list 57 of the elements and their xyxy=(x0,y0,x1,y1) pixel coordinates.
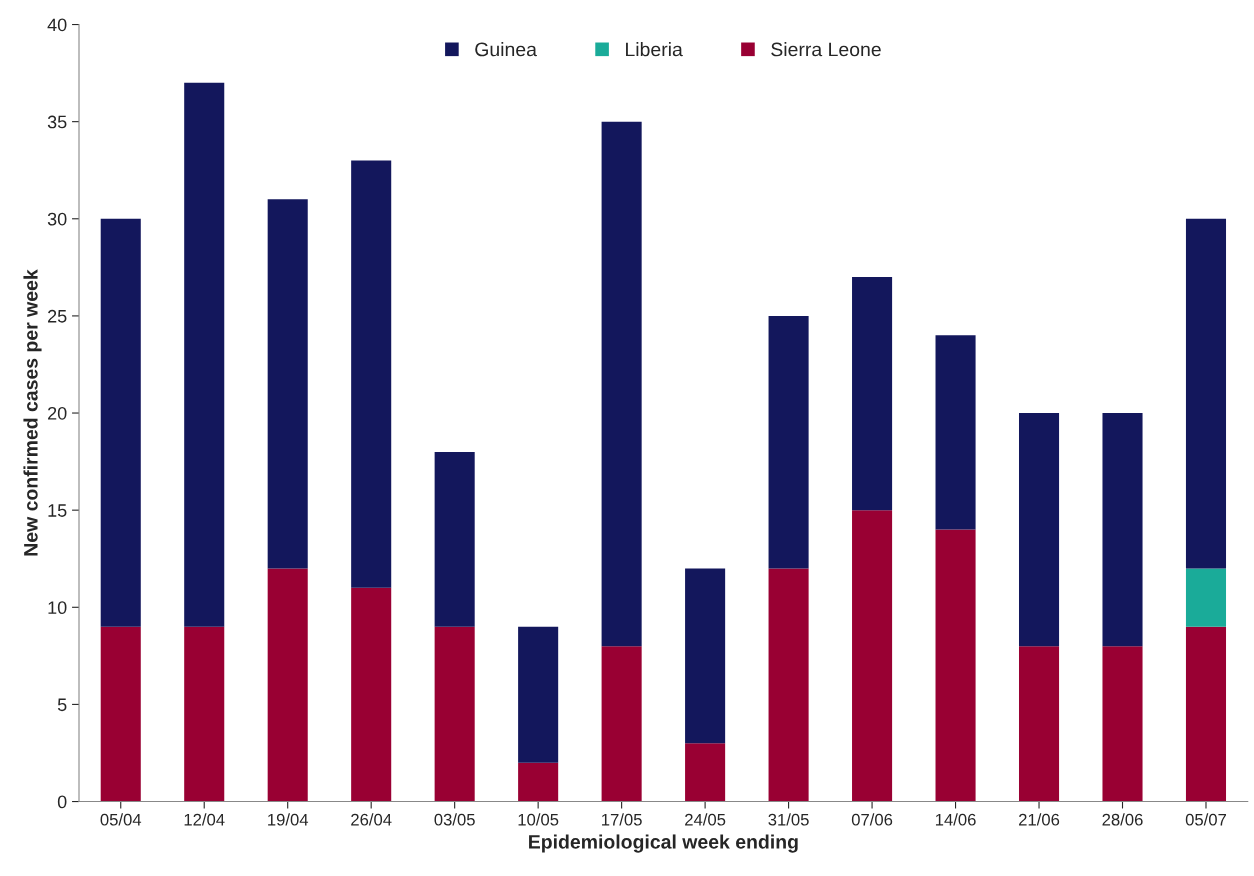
bar xyxy=(685,743,726,802)
bar xyxy=(1185,218,1227,569)
y-axis-title: New confirmed cases per week xyxy=(23,269,42,556)
x-tick-label: 12/04 xyxy=(184,813,225,826)
x-axis-title: Epidemiological week ending xyxy=(529,834,798,853)
bar xyxy=(768,315,809,569)
bar xyxy=(434,626,475,802)
y-tick-label: 15 xyxy=(48,504,67,517)
bar xyxy=(852,277,893,511)
x-tick-label: 21/06 xyxy=(1019,813,1060,826)
y-tick-label: 35 xyxy=(47,115,67,129)
bar xyxy=(1185,568,1227,627)
y-tick-label: 0 xyxy=(57,795,67,809)
bar xyxy=(267,199,308,569)
y-tick-label: 10 xyxy=(48,601,67,615)
bar xyxy=(100,626,141,802)
y-tick-label: 20 xyxy=(48,406,67,420)
bar xyxy=(685,568,726,744)
x-tick-label: 24/05 xyxy=(685,813,726,826)
bar xyxy=(1018,646,1060,802)
bar xyxy=(1102,413,1143,647)
x-tick-label: 19/04 xyxy=(268,813,309,826)
bar xyxy=(267,568,308,802)
bar xyxy=(518,626,559,763)
y-tick-label: 25 xyxy=(48,309,67,323)
bar xyxy=(184,82,225,627)
legend-label: Sierra Leone xyxy=(771,42,881,57)
bar xyxy=(434,451,475,627)
bar xyxy=(852,510,893,802)
bar xyxy=(1185,626,1227,802)
x-tick-label: 17/05 xyxy=(602,813,642,826)
x-tick-label: 14/06 xyxy=(935,813,976,826)
bar xyxy=(601,646,642,802)
bar xyxy=(351,587,392,802)
y-tick-label: 30 xyxy=(47,212,67,226)
bar xyxy=(1018,413,1060,647)
legend-label: Guinea xyxy=(475,42,537,57)
bar xyxy=(351,160,392,588)
bar xyxy=(518,762,559,802)
bar xyxy=(1102,646,1143,802)
x-tick-label: 07/06 xyxy=(851,813,893,826)
x-tick-label: 05/07 xyxy=(1185,813,1227,826)
y-tick-label: 40 xyxy=(47,18,67,32)
x-tick-label: 28/06 xyxy=(1102,813,1143,826)
x-tick-label: 31/05 xyxy=(768,813,809,826)
x-tick-label: 03/05 xyxy=(434,813,475,826)
bar xyxy=(935,529,976,802)
x-tick-label: 10/05 xyxy=(518,813,559,826)
bar xyxy=(768,568,809,802)
y-tick-label: 5 xyxy=(57,698,67,712)
bar xyxy=(184,626,225,802)
legend-label: Liberia xyxy=(626,42,683,57)
bar xyxy=(935,335,976,530)
bar xyxy=(100,218,141,627)
bar xyxy=(601,121,642,647)
x-tick-label: 05/04 xyxy=(100,813,142,826)
x-tick-label: 26/04 xyxy=(351,813,392,826)
